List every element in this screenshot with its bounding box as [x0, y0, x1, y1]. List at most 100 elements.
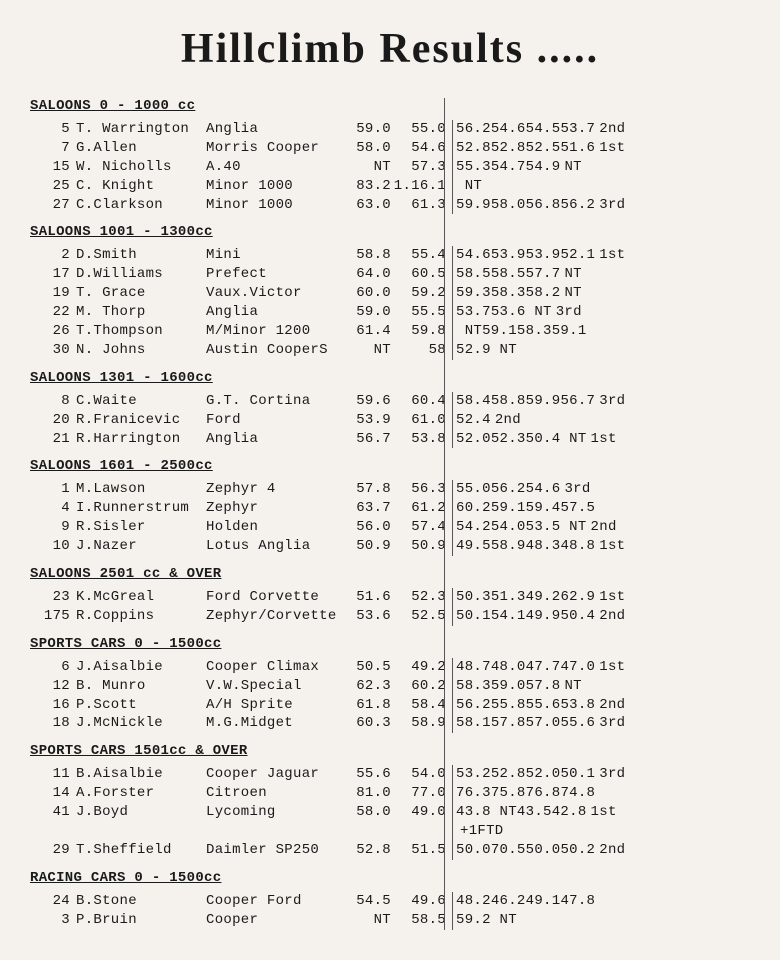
driver-name: R.Harrington [76, 430, 206, 449]
time-t2: 56.2 [491, 481, 526, 497]
time-t1: 59.3 [456, 285, 491, 301]
times-group: 56.254.654.553.72nd [452, 120, 625, 139]
entry-number: 11 [30, 765, 76, 784]
section-header: SPORTS CARS 1501cc & OVER [30, 743, 750, 759]
time-t2: 54.7 [491, 159, 526, 175]
practice-1: 64.0 [341, 265, 391, 284]
entry-number: 30 [30, 341, 76, 360]
practice-2: 50.9 [391, 537, 448, 556]
car-model: A/H Sprite [206, 696, 341, 715]
car-model: Citroen [206, 784, 341, 803]
table-row: 22M. ThorpAnglia59.055.553.753.6 NT3rd [30, 303, 750, 322]
time-t4: NT [560, 431, 586, 447]
practice-2: 58.4 [391, 696, 448, 715]
practice-1: 55.6 [341, 765, 391, 784]
place: 1st [587, 431, 617, 447]
entry-number: 26 [30, 322, 76, 341]
practice-2: 53.8 [391, 430, 448, 449]
entry-number: 23 [30, 588, 76, 607]
times-group: 58.157.857.055.63rd [452, 714, 625, 733]
section-header: SALOONS 2501 cc & OVER [30, 566, 750, 582]
time-t4: 56.2 [560, 197, 595, 213]
times-group: 76.375.876.874.8 [452, 784, 599, 803]
table-row: +1FTD [30, 822, 750, 841]
place [517, 912, 521, 928]
place: 1st [595, 659, 625, 675]
time-t1: 58.1 [456, 715, 491, 731]
practice-1: 59.6 [341, 392, 391, 411]
times-group: NT [452, 177, 486, 196]
car-model: Zephyr 4 [206, 480, 341, 499]
times-group: 50.154.149.950.42nd [452, 607, 625, 626]
time-t3: 59.4 [526, 500, 561, 516]
practice-2: 58.9 [391, 714, 448, 733]
times-group: 50.351.349.262.91st [452, 588, 625, 607]
entry-number: 2 [30, 246, 76, 265]
times-group: 58.359.057.8NT [452, 677, 582, 696]
place [482, 178, 486, 194]
times-group: 59.358.358.2NT [452, 284, 582, 303]
time-t3: 50.0 [526, 842, 561, 858]
car-model: Lotus Anglia [206, 537, 341, 556]
practice-2: 52.3 [391, 588, 448, 607]
car-model: Ford [206, 411, 341, 430]
time-t2: NT [491, 804, 517, 820]
time-t3: 76.8 [526, 785, 561, 801]
time-t2: 59.1 [491, 500, 526, 516]
entry-number: 21 [30, 430, 76, 449]
table-row: 21R.HarringtonAnglia56.753.852.052.350.4… [30, 430, 750, 449]
car-model: Zephyr/Corvette [206, 607, 341, 626]
time-t2: NT [491, 912, 517, 928]
place: 2nd [595, 697, 625, 713]
car-model: Prefect [206, 265, 341, 284]
time-t1: 58.3 [456, 678, 491, 694]
time-t1: 54.2 [456, 519, 491, 535]
time-t1: 54.6 [456, 247, 491, 263]
table-row: 30N. JohnsAustin CooperSNT5852.9 NT [30, 341, 750, 360]
divider-line [444, 98, 445, 930]
entry-number: 29 [30, 841, 76, 860]
time-t4: 51.6 [560, 140, 595, 156]
time-t1: 56.2 [456, 121, 491, 137]
time-t1: 48.2 [456, 893, 491, 909]
practice-2: 57.3 [391, 158, 448, 177]
time-t2: 55.8 [491, 697, 526, 713]
table-row: 6J.AisalbieCooper Climax50.549.248.748.0… [30, 658, 750, 677]
practice-1: 52.8 [341, 841, 391, 860]
table-row: 5T. WarringtonAnglia59.055.056.254.654.5… [30, 120, 750, 139]
car-model: Holden [206, 518, 341, 537]
entry-number: 27 [30, 196, 76, 215]
time-t4: 53.7 [560, 121, 595, 137]
place: 3rd [552, 304, 582, 320]
practice-1: 56.0 [341, 518, 391, 537]
practice-1: 63.7 [341, 499, 391, 518]
table-row: 7G.AllenMorris Cooper58.054.652.852.852.… [30, 139, 750, 158]
car-model: Minor 1000 [206, 196, 341, 215]
place: 2nd [587, 519, 617, 535]
table-row: 175R.CoppinsZephyr/Corvette53.652.550.15… [30, 607, 750, 626]
results-content: SALOONS 0 - 1000 cc5T. WarringtonAnglia5… [30, 98, 750, 930]
entry-number: 9 [30, 518, 76, 537]
time-t2: 53.6 [491, 304, 526, 320]
practice-1: 53.6 [341, 607, 391, 626]
times-group: 59.958.056.856.23rd [452, 196, 625, 215]
driver-name: J.McNickle [76, 714, 206, 733]
place: 2nd [595, 121, 625, 137]
time-t2: 70.5 [491, 842, 526, 858]
times-group: 56.255.855.653.82nd [452, 696, 625, 715]
time-t2: 58.5 [491, 266, 526, 282]
times-group: 52.9 NT [452, 341, 521, 360]
driver-name: R.Coppins [76, 607, 206, 626]
entry-number: 12 [30, 677, 76, 696]
table-row: 23K.McGrealFord Corvette51.652.350.351.3… [30, 588, 750, 607]
times-group: 49.558.948.348.81st [452, 537, 625, 556]
place [595, 785, 599, 801]
times-group: +1FTD [452, 822, 504, 841]
place: 2nd [491, 412, 521, 428]
time-t2: 53.9 [491, 247, 526, 263]
times-group: 43.8 NT43.542.81st [452, 803, 617, 822]
time-t2: 75.8 [491, 785, 526, 801]
table-row: 4I.RunnerstrumZephyr63.761.260.259.159.4… [30, 499, 750, 518]
time-t2: NT [491, 342, 517, 358]
time-t1: 56.2 [456, 697, 491, 713]
